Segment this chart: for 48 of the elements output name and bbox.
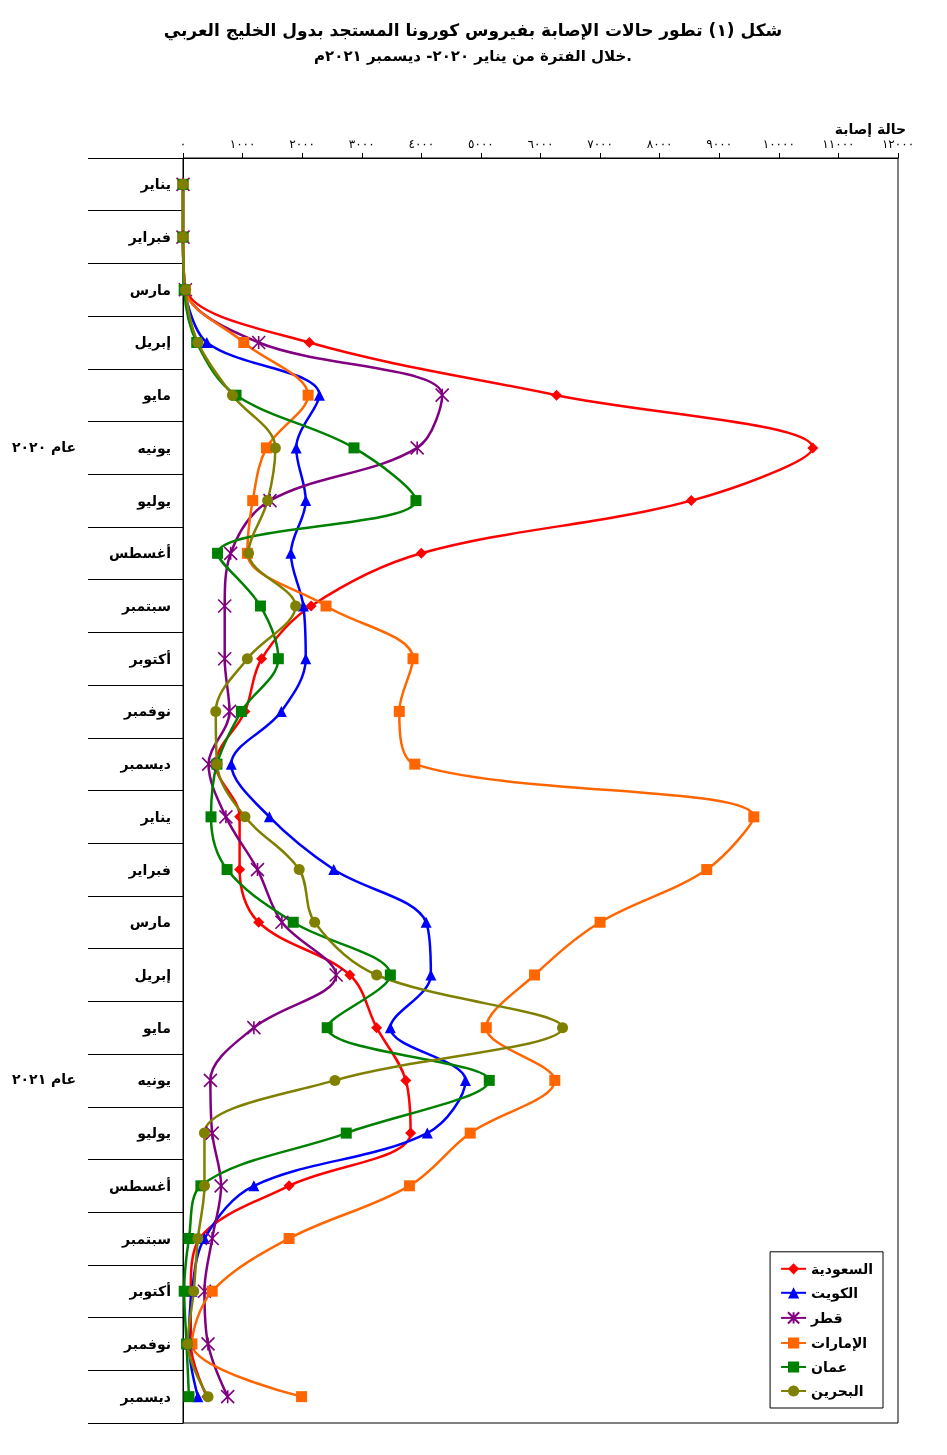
- legend-label: قطر: [810, 1309, 843, 1327]
- y-tick-label: مارس: [129, 914, 171, 931]
- y-tick-label: ديسمبر: [119, 756, 171, 774]
- y-tick-label: يونيه: [137, 439, 171, 457]
- y-tick-label: نوفمبر: [122, 1335, 171, 1353]
- y-tick-label: أكتوبر: [128, 1282, 171, 1301]
- y-tick-label: أغسطس: [108, 544, 171, 562]
- text: عام ٢٠٢٠: [12, 438, 77, 455]
- legend-label: عمان: [811, 1359, 848, 1375]
- y-tick-label: فبراير: [127, 229, 171, 247]
- y-tick-label: يوليو: [136, 492, 171, 510]
- x-tick-label: ٥٠٠٠: [468, 137, 494, 151]
- legend-label: الإمارات: [811, 1335, 868, 1352]
- y-tick-label: يناير: [139, 176, 171, 194]
- x-axis-title: حالة إصابة: [834, 121, 906, 138]
- chart-title: شكل (١) تطور حالات الإصابة بفيروس كورونا المستجد بدول الخليج العربي: [163, 19, 783, 41]
- x-tick-label: ٧٠٠٠: [587, 137, 613, 151]
- x-tick-label: ٨٠٠٠: [646, 137, 673, 151]
- y-tick-label: ديسمبر: [119, 1388, 171, 1406]
- y-tick-label: يوليو: [136, 1125, 171, 1143]
- y-tick-label: سبتمبر: [120, 598, 171, 616]
- chart-subtitle: خلال الفترة من يناير ٢٠٢٠- ديسمبر ٢٠٢١م.: [314, 46, 632, 65]
- y-tick-label: إبريل: [134, 966, 171, 984]
- x-tick-label: ١٢٠٠٠: [881, 137, 915, 151]
- x-tick-label: ١٠٠٠٠: [762, 137, 795, 151]
- x-tick-label: ١٠٠٠: [229, 137, 256, 151]
- legend-label: الكويت: [811, 1284, 859, 1302]
- y-tick-label: مايو: [142, 1019, 171, 1037]
- y-tick-label: يناير: [139, 808, 171, 826]
- y-tick-label: فبراير: [127, 861, 171, 879]
- y-tick-label: أغسطس: [108, 1176, 171, 1194]
- x-tick-label: ٦٠٠٠: [527, 137, 554, 151]
- text: عام ٢٠٢١: [12, 1071, 77, 1088]
- x-tick-label: ٢٠٠٠: [289, 137, 316, 151]
- x-tick-label: ٩٠٠٠: [706, 137, 733, 151]
- x-tick-label: ٠: [179, 137, 187, 151]
- y-tick-label: مايو: [142, 387, 171, 405]
- x-tick-label: ٣٠٠٠: [348, 137, 375, 151]
- x-tick-label: ١١٠٠٠: [822, 137, 855, 151]
- y-tick-label: يونيه: [137, 1072, 171, 1090]
- y-tick-label: مارس: [129, 281, 171, 298]
- legend-label: البحرين: [811, 1383, 864, 1400]
- x-tick-label: ٤٠٠٠: [408, 137, 435, 151]
- legend-label: السعودية: [811, 1260, 874, 1278]
- y-tick-label: نوفمبر: [122, 703, 171, 721]
- y-tick-label: أكتوبر: [128, 649, 171, 668]
- y-tick-label: سبتمبر: [120, 1230, 171, 1248]
- y-tick-label: إبريل: [134, 334, 171, 352]
